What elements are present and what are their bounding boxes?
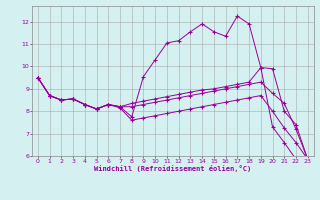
X-axis label: Windchill (Refroidissement éolien,°C): Windchill (Refroidissement éolien,°C) [94, 165, 252, 172]
